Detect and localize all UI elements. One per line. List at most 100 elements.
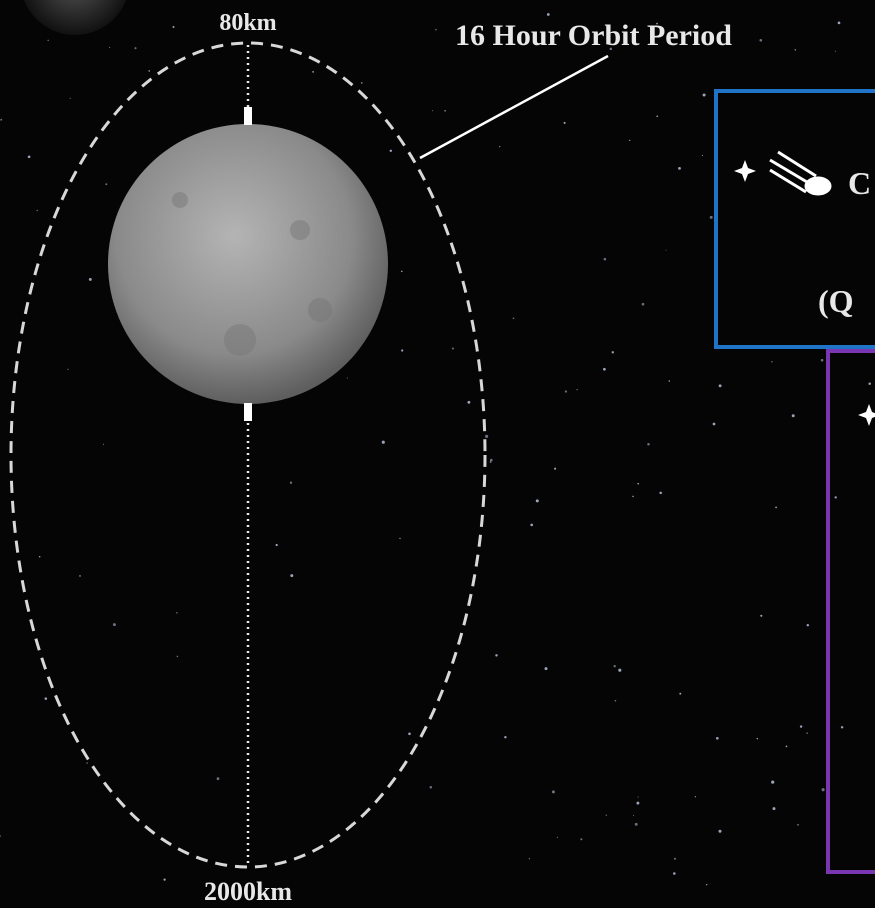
star xyxy=(678,167,681,170)
star xyxy=(467,400,471,404)
star xyxy=(679,692,682,695)
star xyxy=(637,796,639,798)
star xyxy=(544,667,548,671)
star xyxy=(361,82,363,84)
star xyxy=(636,801,640,805)
star xyxy=(36,209,38,212)
star xyxy=(105,183,108,186)
star xyxy=(498,145,501,148)
star xyxy=(551,790,555,794)
star xyxy=(435,29,437,31)
star xyxy=(172,25,175,29)
star xyxy=(618,668,622,672)
planet-marker xyxy=(244,403,252,421)
star xyxy=(771,360,773,363)
star xyxy=(799,725,803,728)
star xyxy=(86,762,88,764)
star xyxy=(702,93,706,97)
star xyxy=(785,745,788,748)
sparkle-icon xyxy=(858,404,875,426)
leader-line xyxy=(419,54,609,160)
star xyxy=(605,814,607,816)
star xyxy=(580,838,583,841)
star xyxy=(613,665,616,668)
star xyxy=(88,277,92,281)
star xyxy=(632,815,635,817)
star xyxy=(38,556,41,558)
star xyxy=(401,270,403,273)
star xyxy=(389,149,393,153)
detail-panel xyxy=(826,349,875,874)
star xyxy=(381,440,385,444)
star xyxy=(512,317,515,320)
star xyxy=(176,612,178,614)
star xyxy=(290,574,294,578)
star xyxy=(47,39,49,41)
star xyxy=(820,358,824,362)
star xyxy=(712,422,716,426)
star xyxy=(556,836,558,838)
panel-heading: C xyxy=(848,165,871,201)
star xyxy=(112,623,116,627)
star xyxy=(67,368,69,371)
star xyxy=(603,367,606,371)
star xyxy=(535,499,539,503)
star xyxy=(694,796,697,798)
star xyxy=(432,110,434,112)
orbit-period: 16 Hour Orbit Period xyxy=(455,19,732,52)
star xyxy=(806,623,810,627)
star xyxy=(576,389,578,391)
star xyxy=(408,732,411,736)
star xyxy=(0,835,1,837)
star xyxy=(718,384,722,388)
distant-moon xyxy=(23,0,127,35)
star xyxy=(546,13,550,16)
star xyxy=(489,458,493,462)
star xyxy=(718,829,722,833)
star xyxy=(775,506,777,509)
star xyxy=(489,461,492,463)
star xyxy=(797,823,799,826)
star xyxy=(611,351,614,354)
top-altitude: 80km xyxy=(219,10,276,36)
star xyxy=(103,443,105,445)
star xyxy=(401,349,404,352)
star xyxy=(69,97,71,99)
star xyxy=(629,139,631,142)
planet xyxy=(108,124,388,404)
star xyxy=(715,736,719,740)
star xyxy=(834,496,837,499)
star xyxy=(0,118,3,121)
star xyxy=(709,215,713,219)
star xyxy=(429,785,433,789)
star xyxy=(44,697,48,700)
star xyxy=(27,155,31,159)
star xyxy=(771,780,775,784)
star xyxy=(647,443,650,446)
star xyxy=(109,46,111,48)
star xyxy=(346,377,348,379)
star xyxy=(632,495,634,498)
star xyxy=(673,872,676,875)
star xyxy=(564,390,568,393)
star xyxy=(312,71,314,73)
star xyxy=(834,50,836,52)
star xyxy=(530,523,534,527)
star xyxy=(840,726,844,729)
star xyxy=(399,537,401,540)
star xyxy=(79,574,81,577)
panel-line: (Q xyxy=(818,283,854,319)
star xyxy=(772,807,776,811)
star xyxy=(641,302,645,306)
star xyxy=(528,857,531,860)
orbit-ellipse xyxy=(9,41,487,869)
craters xyxy=(172,192,332,356)
star xyxy=(603,257,607,261)
star xyxy=(148,70,150,72)
star xyxy=(794,48,797,51)
star xyxy=(504,736,507,739)
star xyxy=(806,732,808,734)
star xyxy=(821,788,825,792)
